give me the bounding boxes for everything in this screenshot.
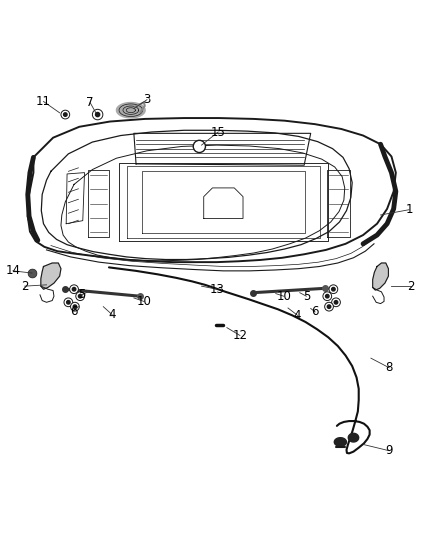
Text: 10: 10 (137, 295, 152, 308)
Circle shape (327, 305, 331, 309)
Point (28, 269, 35, 277)
Circle shape (76, 292, 85, 301)
Polygon shape (348, 433, 359, 442)
Polygon shape (373, 263, 389, 290)
Text: 11: 11 (36, 95, 51, 108)
Text: 10: 10 (276, 290, 291, 303)
Text: 13: 13 (209, 282, 224, 296)
Circle shape (64, 113, 67, 116)
Circle shape (329, 285, 338, 294)
Circle shape (70, 285, 78, 294)
Circle shape (78, 294, 82, 298)
Text: 6: 6 (70, 304, 78, 318)
Text: 5: 5 (78, 288, 85, 301)
Circle shape (72, 287, 76, 291)
Circle shape (61, 110, 70, 119)
Text: 9: 9 (385, 444, 393, 457)
Circle shape (332, 298, 340, 306)
Circle shape (325, 302, 333, 311)
Text: 2: 2 (407, 280, 415, 293)
Circle shape (71, 302, 79, 311)
Circle shape (334, 301, 338, 304)
Text: 6: 6 (311, 305, 319, 318)
Circle shape (95, 112, 100, 117)
Polygon shape (41, 263, 61, 289)
Text: 2: 2 (21, 280, 28, 293)
Text: 7: 7 (86, 96, 94, 109)
Text: 12: 12 (233, 329, 247, 342)
Circle shape (73, 305, 77, 309)
Circle shape (323, 292, 332, 301)
Text: 1: 1 (405, 203, 413, 216)
Text: 15: 15 (211, 126, 226, 139)
Text: 14: 14 (5, 264, 21, 277)
Text: 3: 3 (143, 93, 151, 106)
Polygon shape (334, 438, 346, 446)
Circle shape (332, 287, 335, 291)
Circle shape (193, 140, 205, 152)
Circle shape (325, 294, 329, 298)
Circle shape (92, 109, 103, 120)
Text: 5: 5 (303, 290, 310, 303)
Text: 8: 8 (385, 361, 393, 374)
Polygon shape (117, 102, 145, 118)
Text: 4: 4 (294, 309, 301, 322)
Text: 4: 4 (108, 308, 116, 321)
Circle shape (67, 301, 70, 304)
Circle shape (64, 298, 73, 306)
